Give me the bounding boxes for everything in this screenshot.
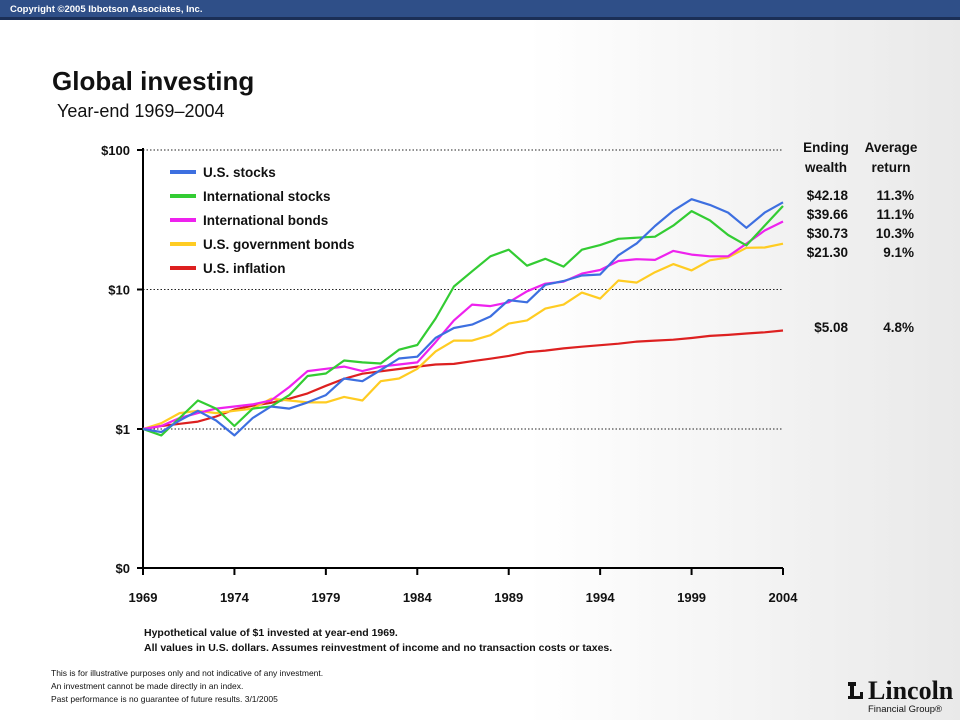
chart-note: Hypothetical value of $1 invested at yea… <box>144 627 398 639</box>
logo-wordmark: Lincoln <box>868 676 954 705</box>
header-bar: Copyright ©2005 Ibbotson Associates, Inc… <box>0 0 960 20</box>
lincoln-logo-icon <box>848 682 863 699</box>
average-return-value: 11.1% <box>876 207 914 222</box>
page-title: Global investing <box>52 66 255 96</box>
x-tick-label: 1969 <box>129 590 158 605</box>
legend-label: International stocks <box>203 189 331 204</box>
x-tick-label: 1984 <box>403 590 433 605</box>
table-header-average: Average <box>865 140 918 155</box>
table-header-ending: wealth <box>804 160 847 175</box>
legend-label: U.S. government bonds <box>203 237 355 252</box>
logo-tagline: Financial Group® <box>868 704 943 715</box>
legend-label: U.S. inflation <box>203 261 286 276</box>
y-tick-label: $1 <box>116 422 130 437</box>
disclaimer-line: An investment cannot be made directly in… <box>51 681 244 691</box>
x-tick-label: 1974 <box>220 590 250 605</box>
table-header-average: return <box>871 160 910 175</box>
legend-label: U.S. stocks <box>203 165 276 180</box>
ending-wealth-value: $30.73 <box>807 226 849 241</box>
x-tick-label: 1979 <box>311 590 340 605</box>
x-tick-label: 1999 <box>677 590 706 605</box>
series-line-international-bonds <box>142 220 784 431</box>
series-line-international-stocks <box>142 205 784 437</box>
legend-label: International bonds <box>203 213 328 228</box>
ending-wealth-value: $5.08 <box>814 320 848 335</box>
series-line-u-s-government-bonds <box>142 242 784 431</box>
ending-wealth-value: $21.30 <box>807 245 848 260</box>
chart-note: All values in U.S. dollars. Assumes rein… <box>144 642 613 654</box>
x-tick-label: 2004 <box>769 590 799 605</box>
x-tick-label: 1994 <box>586 590 616 605</box>
disclaimer-line: Past performance is no guarantee of futu… <box>51 694 278 704</box>
average-return-value: 9.1% <box>883 245 914 260</box>
y-tick-label: $0 <box>116 561 130 576</box>
average-return-value: 10.3% <box>876 226 914 241</box>
average-return-value: 11.3% <box>876 188 914 203</box>
average-return-value: 4.8% <box>883 320 914 335</box>
disclaimer-line: This is for illustrative purposes only a… <box>51 668 324 678</box>
x-tick-label: 1989 <box>494 590 523 605</box>
y-tick-label: $10 <box>108 283 130 298</box>
ending-wealth-value: $39.66 <box>807 207 849 222</box>
series-line-u-s-stocks <box>142 198 784 437</box>
y-tick-label: $100 <box>101 143 130 158</box>
table-header-ending: Ending <box>803 140 849 155</box>
copyright-text: Copyright ©2005 Ibbotson Associates, Inc… <box>10 4 203 15</box>
page-subtitle: Year-end 1969–2004 <box>57 101 225 121</box>
series-line-u-s-inflation <box>142 329 784 431</box>
lincoln-logo: Lincoln Financial Group® <box>846 676 956 716</box>
ending-wealth-value: $42.18 <box>807 188 849 203</box>
